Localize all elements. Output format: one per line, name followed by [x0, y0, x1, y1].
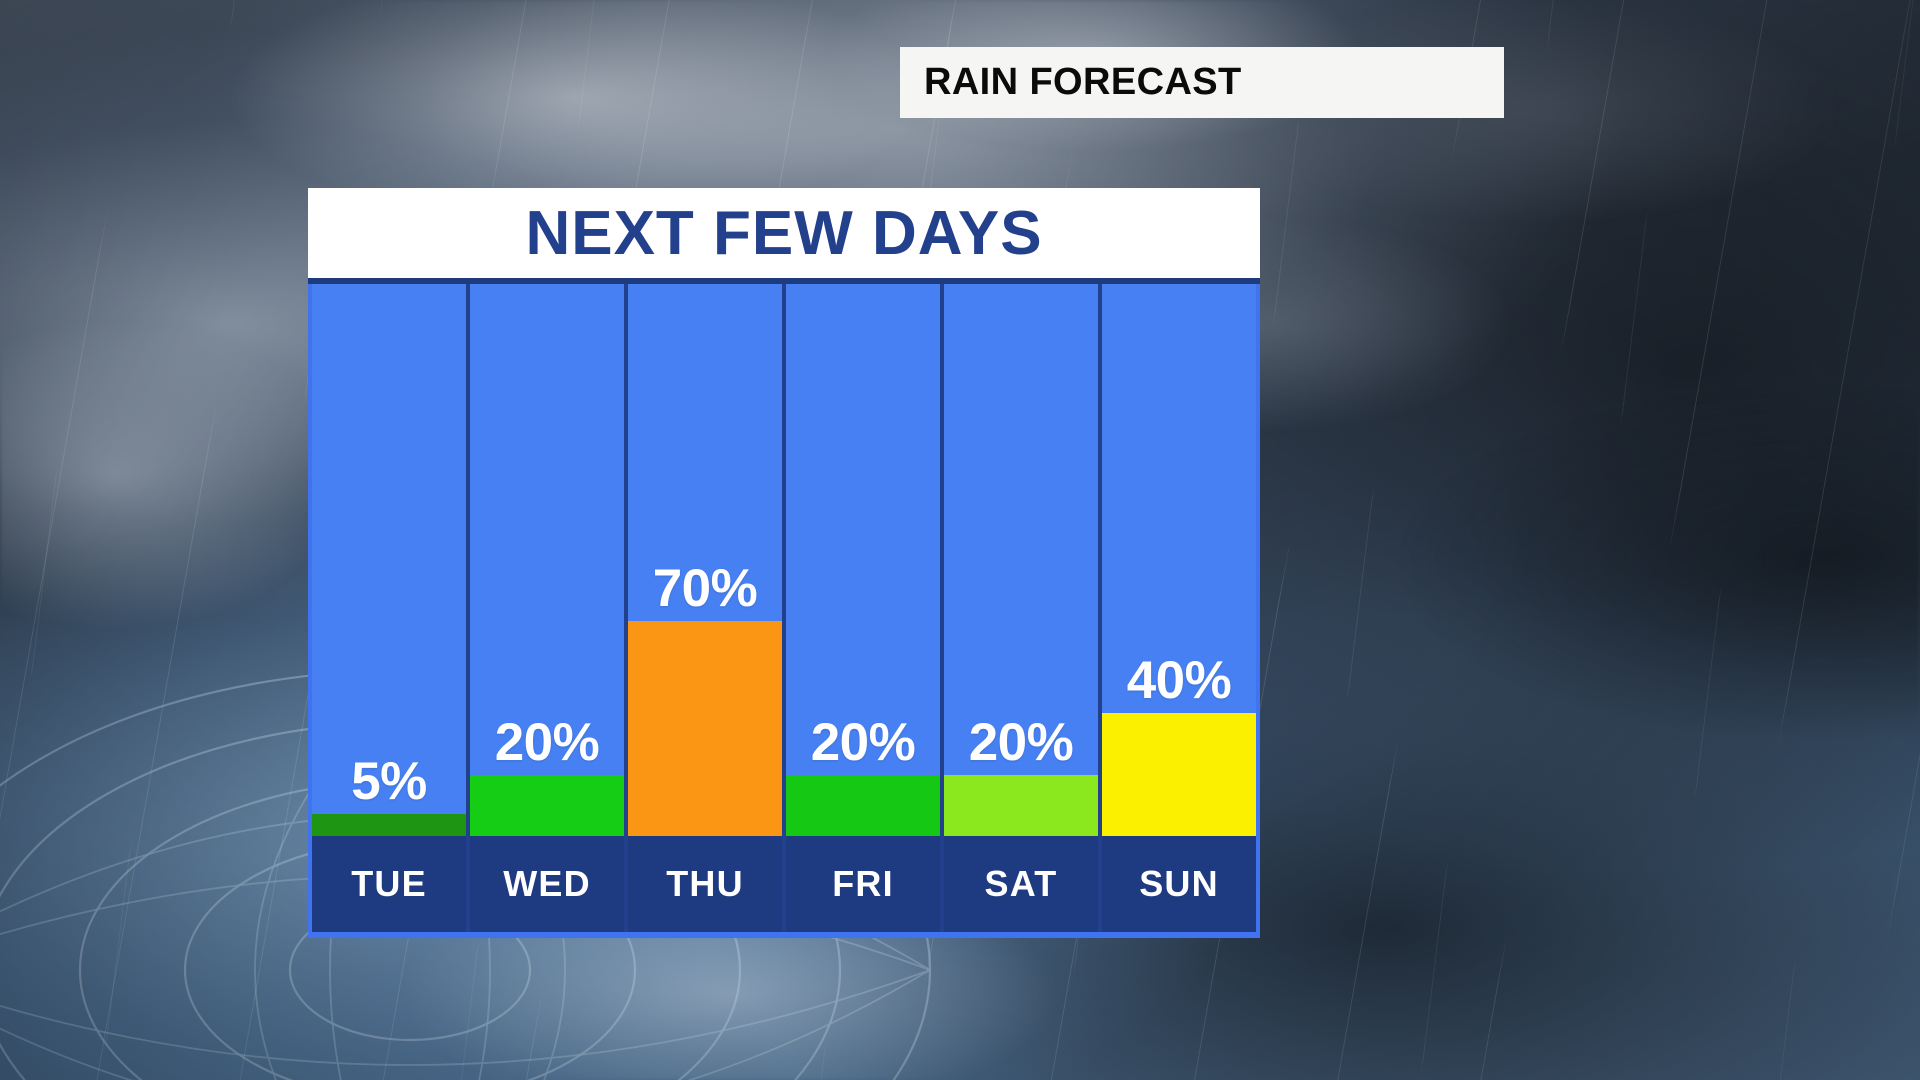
- rain-bar-wed: 20%: [470, 716, 624, 836]
- day-label-box-tue: TUE: [312, 836, 466, 932]
- day-label-box-thu: THU: [628, 836, 782, 932]
- day-label-thu: THU: [666, 863, 744, 904]
- forecast-column-sun[interactable]: 40% SUN: [1102, 284, 1256, 932]
- panel-title-bar: NEXT FEW DAYS: [308, 188, 1260, 284]
- day-label-sun: SUN: [1139, 863, 1219, 904]
- forecast-column-fri[interactable]: 20% FRI: [786, 284, 940, 932]
- rain-value-label-sun: 40%: [1126, 651, 1232, 710]
- forecast-column-thu[interactable]: 70% THU: [628, 284, 782, 932]
- page-title: NEXT FEW DAYS: [525, 198, 1043, 268]
- day-label-box-sat: SAT: [944, 836, 1098, 932]
- day-label-sat: SAT: [984, 863, 1058, 904]
- day-label-tue: TUE: [351, 863, 427, 904]
- forecast-column-sat[interactable]: 20% SAT: [944, 284, 1098, 932]
- forecast-column-wed[interactable]: 20% WED: [470, 284, 624, 932]
- rain-bar-fri: 20%: [786, 716, 940, 836]
- day-label-box-fri: FRI: [786, 836, 940, 932]
- banner-label: RAIN FORECAST: [924, 61, 1242, 103]
- rain-value-label-tue: 5%: [351, 752, 427, 811]
- day-label-box-sun: SUN: [1102, 836, 1256, 932]
- rain-value-label-fri: 20%: [810, 713, 916, 772]
- day-label-box-wed: WED: [470, 836, 624, 932]
- forecast-panel: NEXT FEW DAYS 5% TUE 20% WED 70% THU 20% FRI 20%…: [308, 188, 1260, 944]
- rain-value-label-thu: 70%: [652, 559, 758, 618]
- rain-bar-thu: 70%: [628, 562, 782, 836]
- forecast-column-tue[interactable]: 5% TUE: [312, 284, 466, 932]
- rain-value-label-wed: 20%: [494, 713, 600, 772]
- day-label-fri: FRI: [832, 863, 894, 904]
- rain-value-label-sat: 20%: [968, 713, 1074, 772]
- rain-bar-tue: 5%: [312, 755, 466, 836]
- rain-bar-sun: 40%: [1102, 654, 1256, 836]
- day-label-wed: WED: [503, 863, 591, 904]
- rain-forecast-banner: RAIN FORECAST: [900, 47, 1504, 118]
- rain-chance-bar-chart: 5% TUE 20% WED 70% THU 20% FRI 20% SAT 40% SUN: [308, 284, 1260, 938]
- rain-bar-sat: 20%: [944, 716, 1098, 836]
